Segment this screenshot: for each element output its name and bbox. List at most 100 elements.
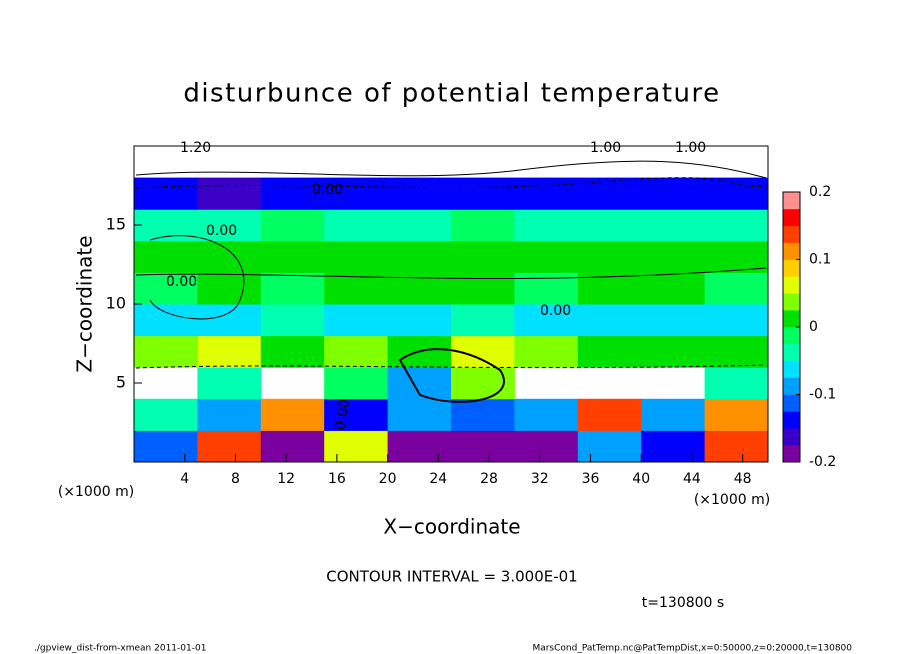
colorbar-swatch [783, 192, 800, 210]
field [134, 177, 769, 463]
chart-title: disturbunce of potential temperature [183, 79, 720, 109]
cell [577, 209, 642, 242]
cell [704, 240, 769, 273]
cell [641, 304, 706, 337]
contour-label: 1.00 [590, 140, 621, 156]
contour-line [149, 235, 245, 320]
cell [197, 209, 262, 242]
contour-label: 0.00 [312, 182, 343, 198]
cell [514, 335, 579, 368]
cell [451, 209, 515, 242]
contour-line [398, 348, 505, 403]
x-axis-label: X−coordinate [383, 515, 520, 539]
cell [324, 304, 389, 337]
cell [387, 240, 452, 273]
cell [577, 177, 642, 210]
cell [197, 272, 262, 305]
cell [641, 240, 706, 273]
contour-label: 1.00 [675, 140, 706, 156]
x-tick-label: 16 [328, 471, 346, 487]
colorbar-swatch [783, 242, 800, 260]
cell [451, 304, 515, 337]
cell [704, 367, 769, 400]
cell [641, 398, 706, 431]
cell [260, 398, 325, 431]
cell [451, 177, 515, 210]
time-label: t=130800 s [642, 595, 724, 611]
cell [387, 430, 452, 463]
cell [134, 398, 198, 431]
cell [514, 240, 579, 273]
footer-left: ./gpview_dist-from-xmean 2011-01-01 [34, 644, 206, 654]
cell [387, 398, 452, 431]
contour-label: 1.20 [180, 140, 211, 156]
cell [260, 209, 325, 242]
cell [324, 272, 389, 305]
cell [451, 272, 515, 305]
cell [641, 272, 706, 305]
colorbar-swatch [783, 377, 800, 395]
contour-label: 0.00 [332, 398, 353, 431]
cell [514, 304, 579, 337]
cell [324, 367, 389, 400]
cell [641, 209, 706, 242]
cell [641, 177, 706, 210]
colorbar-swatch [783, 411, 800, 429]
cell [387, 209, 452, 242]
x-tick-label: 40 [632, 471, 650, 487]
contour-line [135, 364, 767, 369]
x-tick-label: 20 [379, 471, 397, 487]
cell [451, 240, 515, 273]
contour-line [135, 160, 767, 179]
colorbar-swatch [783, 259, 800, 277]
colorbar-swatch [783, 276, 800, 294]
cell [197, 430, 262, 463]
contour-label: 0.00 [206, 223, 237, 239]
contour-line [135, 177, 767, 189]
cell [704, 430, 769, 463]
cell [134, 177, 198, 210]
y-tick-label: 10 [106, 294, 126, 313]
cell [641, 430, 706, 463]
cell [451, 367, 515, 400]
x-tick-label: 32 [531, 471, 549, 487]
cell [260, 304, 325, 337]
cell [260, 335, 325, 368]
cell [704, 272, 769, 305]
y-unit: (×1000 m) [58, 484, 134, 500]
cell [514, 430, 579, 463]
cell [134, 430, 198, 463]
colorbar-swatch [783, 293, 800, 311]
colorbar-swatch [783, 327, 800, 345]
cell [134, 272, 198, 305]
cell [704, 398, 769, 431]
cell [197, 304, 262, 337]
cell [387, 177, 452, 210]
x-tick-label: 4 [180, 471, 189, 487]
colorbar-tick-label: 0 [809, 319, 818, 335]
y-tick-label: 5 [116, 373, 126, 392]
cell [324, 430, 389, 463]
cell [704, 209, 769, 242]
colorbar-swatch [783, 343, 800, 362]
cell [324, 398, 389, 431]
cell [514, 272, 579, 305]
cell [514, 177, 579, 210]
x-unit: (×1000 m) [694, 492, 770, 508]
colorbar-tick-label: -0.1 [809, 387, 836, 403]
contour-label: 0.00 [540, 303, 571, 319]
colorbar-swatch [783, 225, 800, 243]
colorbar-swatch [783, 445, 800, 463]
cell [260, 272, 325, 305]
cell [451, 430, 515, 463]
cell [514, 398, 579, 431]
cell [577, 240, 642, 273]
cell [260, 177, 325, 210]
contour-lines [135, 160, 767, 403]
x-tick-label: 8 [231, 471, 240, 487]
contour-label: 0.00 [166, 274, 197, 290]
cell [451, 398, 515, 431]
colorbar-tick-label: -0.2 [809, 454, 836, 470]
colorbar: -0.2 -0.1 0 0.1 0.2 [782, 184, 836, 470]
